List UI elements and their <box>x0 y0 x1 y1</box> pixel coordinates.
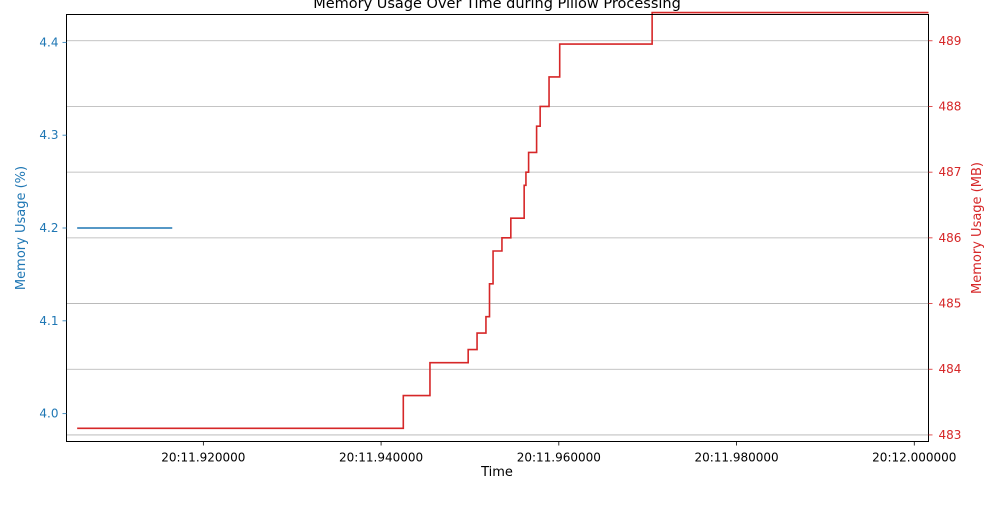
x-tick-label-2: 20:11.960000 <box>517 451 601 465</box>
x-tick-label-4: 20:12.000000 <box>872 451 956 465</box>
x-tick-label-0: 20:11.920000 <box>161 451 245 465</box>
right-axis-label: Memory Usage (MB) <box>970 162 985 294</box>
series-layer <box>77 11 929 430</box>
right-tick-label-0: 483 <box>939 428 962 442</box>
x-tick-label-1: 20:11.940000 <box>339 451 423 465</box>
left-axis: 4.0 4.1 4.2 4.3 4.4 <box>39 35 67 421</box>
left-tick-label-0: 4.0 <box>39 407 58 421</box>
chart-title: Memory Usage Over Time during Pillow Pro… <box>313 0 681 12</box>
left-tick-label-1: 4.1 <box>39 314 58 328</box>
x-axis-label: Time <box>480 465 513 480</box>
right-tick-label-3: 486 <box>939 231 962 245</box>
right-tick-label-6: 489 <box>939 34 962 48</box>
right-tick-label-5: 488 <box>939 99 962 113</box>
right-tick-label-2: 485 <box>939 297 962 311</box>
x-tick-label-3: 20:11.980000 <box>694 451 778 465</box>
right-axis: 483 484 485 486 487 488 489 <box>928 34 962 442</box>
series-line-1 <box>77 11 929 430</box>
x-axis: 20:11.920000 20:11.940000 20:11.960000 20:1… <box>161 441 956 465</box>
plot-frame <box>66 14 929 442</box>
left-tick-label-4: 4.4 <box>39 35 58 49</box>
right-tick-label-4: 487 <box>939 165 962 179</box>
right-tick-label-1: 484 <box>939 362 962 376</box>
grid-layer <box>66 40 929 436</box>
left-axis-label: Memory Usage (%) <box>14 166 29 290</box>
left-tick-label-3: 4.3 <box>39 128 58 142</box>
left-tick-label-2: 4.2 <box>39 221 58 235</box>
